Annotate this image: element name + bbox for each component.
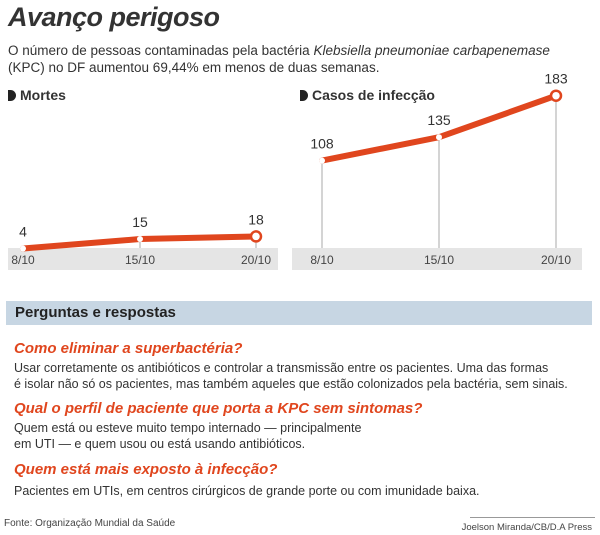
chart-title-casos-text: Casos de infecção	[312, 87, 435, 103]
intro-part2: (KPC) no DF aumentou 69,44% em menos de …	[8, 60, 380, 75]
question-3: Quem está mais exposto à infecção?	[14, 461, 278, 478]
question-2: Qual o perfil de paciente que porta a KP…	[14, 400, 423, 417]
answer-3-line-1: Pacientes em UTIs, em centros cirúrgicos…	[14, 484, 480, 498]
data-label: 4	[19, 224, 27, 240]
question-1: Como eliminar a superbactéria?	[14, 340, 243, 357]
data-label: 18	[248, 211, 264, 227]
data-label: 15	[132, 214, 148, 230]
chart-title-casos: Casos de infecção	[300, 87, 435, 103]
tick-label: 15/10	[424, 253, 454, 267]
answer-2: Quem está ou esteve muito tempo internad…	[14, 420, 361, 452]
charts-area: 4 15 18 8/10 15/10 20/10 108 135 183 8/10 15/10 20/…	[8, 71, 582, 270]
intro-part1: O número de pessoas contaminadas pela ba…	[8, 43, 314, 58]
answer-2-line-2: em UTI — e quem usou ou está usando anti…	[14, 437, 306, 451]
data-label: 183	[544, 71, 568, 87]
half-circle-icon	[8, 90, 16, 101]
data-point	[20, 245, 26, 252]
answer-1-line-1: Usar corretamente os antibióticos e cont…	[14, 361, 549, 375]
data-point	[137, 236, 143, 243]
credit-note: Joelson Miranda/CB/D.A Press	[461, 522, 592, 533]
data-point	[319, 157, 325, 164]
axis-band	[292, 248, 582, 270]
chart-title-mortes: Mortes	[8, 87, 66, 103]
answer-1-line-2: é isolar não só os pacientes, mas também…	[14, 377, 568, 391]
axis-band	[8, 248, 278, 270]
qa-header-text: Perguntas e respostas	[15, 304, 176, 321]
page-title: Avanço perigoso	[8, 2, 220, 32]
tick-label: 15/10	[125, 253, 155, 267]
answer-1: Usar corretamente os antibióticos e cont…	[14, 360, 568, 392]
answer-2-line-1: Quem está ou esteve muito tempo internad…	[14, 421, 362, 435]
intro-text: O número de pessoas contaminadas pela ba…	[8, 42, 588, 76]
data-label: 135	[427, 112, 451, 128]
data-point	[549, 89, 563, 102]
tick-label: 8/10	[11, 253, 35, 267]
half-circle-icon	[300, 90, 308, 101]
tick-label: 20/10	[241, 253, 271, 267]
data-label: 108	[310, 136, 334, 152]
qa-header: Perguntas e respostas	[6, 301, 592, 325]
data-point	[249, 230, 263, 243]
answer-3: Pacientes em UTIs, em centros cirúrgicos…	[14, 483, 480, 499]
data-point	[436, 134, 442, 141]
tick-label: 20/10	[541, 253, 571, 267]
divider	[470, 517, 595, 518]
tick-label: 8/10	[310, 253, 334, 267]
intro-italic: Klebsiella pneumoniae carbapenemase	[313, 43, 550, 58]
chart-title-mortes-text: Mortes	[20, 87, 66, 103]
source-note: Fonte: Organização Mundial da Saúde	[4, 518, 176, 529]
